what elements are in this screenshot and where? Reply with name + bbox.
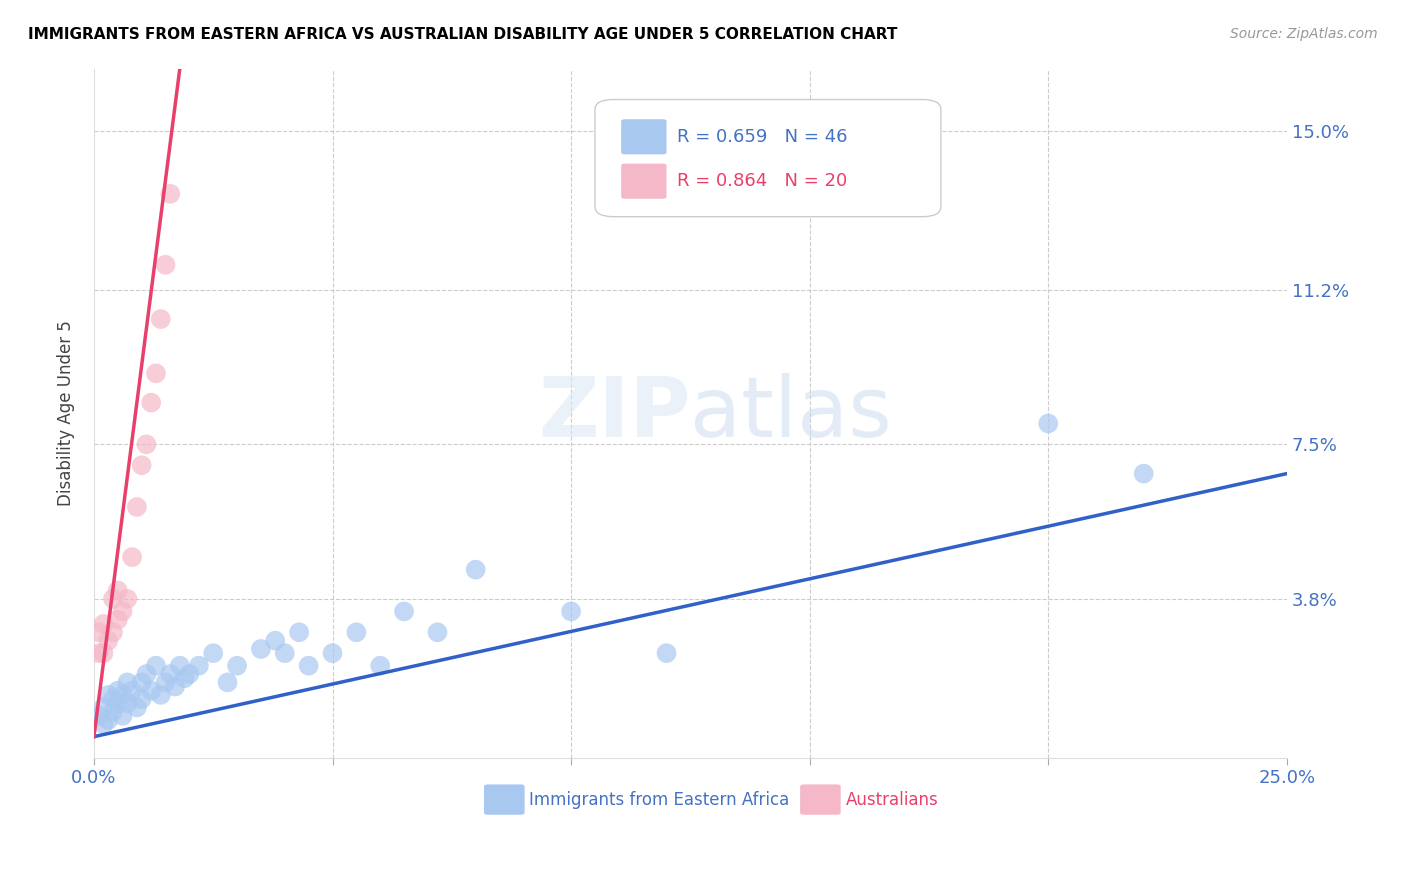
- Point: [145, 658, 167, 673]
- Point: [274, 646, 297, 660]
- Point: [165, 680, 187, 694]
- Text: R = 0.864   N = 20: R = 0.864 N = 20: [678, 172, 848, 190]
- Text: R = 0.659   N = 46: R = 0.659 N = 46: [678, 128, 848, 145]
- FancyBboxPatch shape: [621, 120, 666, 154]
- Point: [392, 604, 415, 618]
- Point: [169, 658, 191, 673]
- Point: [145, 367, 167, 381]
- Point: [131, 692, 153, 706]
- Point: [426, 625, 449, 640]
- Point: [101, 692, 124, 706]
- Point: [321, 646, 343, 660]
- Point: [179, 667, 201, 681]
- Point: [107, 683, 129, 698]
- Point: [111, 688, 134, 702]
- FancyBboxPatch shape: [800, 784, 841, 814]
- Point: [93, 646, 115, 660]
- Point: [107, 696, 129, 710]
- Point: [125, 700, 148, 714]
- Point: [141, 395, 163, 409]
- Text: Source: ZipAtlas.com: Source: ZipAtlas.com: [1230, 27, 1378, 41]
- Point: [344, 625, 367, 640]
- Point: [135, 667, 157, 681]
- Point: [187, 658, 209, 673]
- Point: [155, 675, 177, 690]
- Point: [288, 625, 311, 640]
- Point: [97, 713, 120, 727]
- Point: [159, 667, 181, 681]
- Point: [87, 708, 110, 723]
- Point: [101, 591, 124, 606]
- Point: [87, 646, 110, 660]
- Point: [107, 583, 129, 598]
- Point: [1132, 467, 1154, 481]
- Point: [264, 633, 287, 648]
- Point: [101, 625, 124, 640]
- Point: [93, 700, 115, 714]
- Point: [368, 658, 391, 673]
- Point: [155, 258, 177, 272]
- Point: [298, 658, 321, 673]
- Point: [217, 675, 239, 690]
- Text: atlas: atlas: [690, 373, 893, 453]
- Point: [560, 604, 582, 618]
- Point: [1038, 417, 1060, 431]
- Text: ZIP: ZIP: [538, 373, 690, 453]
- Point: [226, 658, 249, 673]
- Point: [117, 675, 139, 690]
- FancyBboxPatch shape: [484, 784, 524, 814]
- Point: [131, 458, 153, 473]
- Point: [93, 717, 115, 731]
- Point: [250, 642, 273, 657]
- Point: [93, 616, 115, 631]
- Point: [117, 696, 139, 710]
- Y-axis label: Disability Age Under 5: Disability Age Under 5: [58, 320, 75, 506]
- Point: [149, 688, 172, 702]
- FancyBboxPatch shape: [595, 100, 941, 217]
- Point: [97, 633, 120, 648]
- Point: [655, 646, 678, 660]
- Point: [173, 671, 195, 685]
- Point: [464, 563, 486, 577]
- Text: IMMIGRANTS FROM EASTERN AFRICA VS AUSTRALIAN DISABILITY AGE UNDER 5 CORRELATION : IMMIGRANTS FROM EASTERN AFRICA VS AUSTRA…: [28, 27, 897, 42]
- Point: [135, 437, 157, 451]
- Point: [125, 500, 148, 514]
- Point: [141, 683, 163, 698]
- Text: Australians: Australians: [845, 790, 938, 808]
- Point: [111, 708, 134, 723]
- Point: [202, 646, 225, 660]
- Point: [131, 675, 153, 690]
- Point: [97, 688, 120, 702]
- Point: [121, 683, 143, 698]
- Point: [159, 186, 181, 201]
- Point: [107, 613, 129, 627]
- Point: [111, 604, 134, 618]
- Point: [149, 312, 172, 326]
- Point: [117, 591, 139, 606]
- Point: [87, 625, 110, 640]
- Text: Immigrants from Eastern Africa: Immigrants from Eastern Africa: [529, 790, 790, 808]
- Point: [121, 550, 143, 565]
- FancyBboxPatch shape: [621, 163, 666, 199]
- Point: [101, 705, 124, 719]
